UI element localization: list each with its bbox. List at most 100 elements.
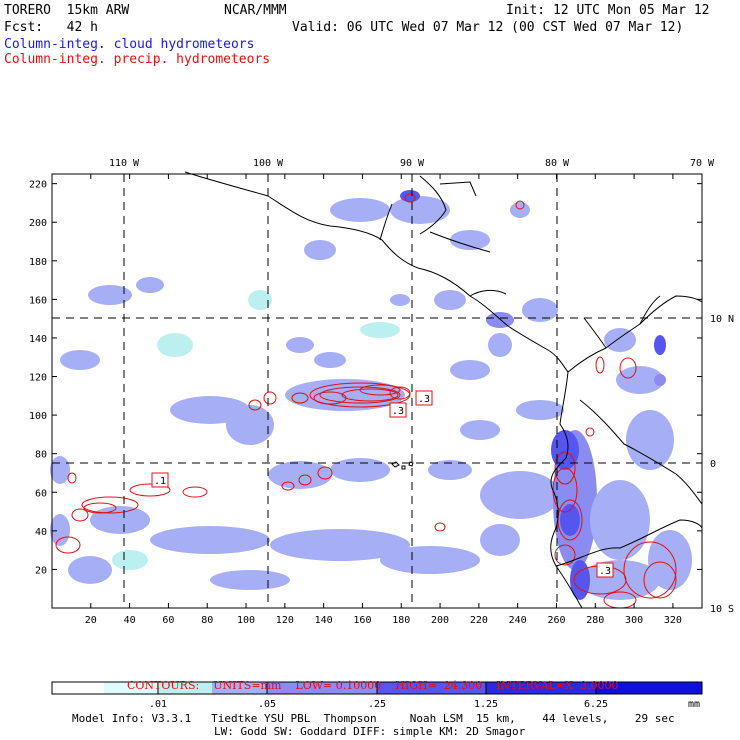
contour-label-box [151, 472, 169, 488]
map-frame [51, 173, 703, 609]
field-precip-label: Column-integ. precip. hydrometeors [4, 52, 271, 67]
cloud-area [390, 294, 410, 306]
contour-low: LOW= 0.10000 [295, 679, 382, 692]
y-tick-label: 80 [35, 450, 47, 461]
colorbar-segment [377, 682, 486, 694]
precip-contour [317, 466, 333, 480]
longitude-label: 100 W [253, 158, 284, 169]
cloud-area [210, 570, 290, 590]
cloud-area [380, 546, 480, 574]
cloud-area [516, 400, 564, 420]
y-tick-label: 220 [29, 180, 47, 191]
longitude-labels: 110 W 100 W 90 W 80 W 70 W [109, 158, 715, 169]
precip-contour [554, 544, 576, 566]
field-cloud-label: Column-integ. cloud hydrometeors [4, 37, 255, 52]
precip-contour [319, 386, 401, 404]
precip-contour [83, 502, 117, 514]
longitude-label: 70 W [690, 158, 715, 169]
cloud-area [136, 277, 164, 293]
precip-contour [434, 522, 446, 532]
precip-contour [67, 472, 77, 484]
precip-contour [313, 391, 347, 405]
cloud-area [486, 312, 514, 328]
precip-contour [281, 481, 295, 491]
cloud-area [157, 333, 193, 357]
cloud-area [560, 504, 580, 536]
cloud-area [226, 405, 274, 445]
model-title: TORERO 15km ARW [4, 3, 130, 18]
precip-contour [389, 386, 411, 400]
x-axis-ticks: 20 40 60 80 100 120 140 160 180 200 220 240 260 280 30… [85, 174, 682, 626]
cloud-area [480, 524, 520, 556]
init-time: Init: 12 UTC Mon 05 Mar 12 [506, 3, 710, 18]
y-tick-label: 180 [29, 257, 47, 268]
y-tick-label: 200 [29, 218, 47, 229]
cloud-area [400, 190, 420, 202]
precip-contour [623, 541, 677, 599]
coastlines [184, 171, 703, 609]
precip-contour [55, 536, 81, 554]
y-tick-label: 140 [29, 334, 47, 345]
precip-contour [71, 508, 89, 522]
cloud-area [50, 514, 70, 546]
cloud-area [314, 352, 346, 368]
model-info-line1: Model Info: V3.3.1 Tiedtke YSU PBL Thomp… [72, 712, 675, 725]
y-tick-label: 160 [29, 295, 47, 306]
cloud-area [304, 240, 336, 260]
colorbar-segment [596, 682, 702, 694]
cloud-area [68, 556, 112, 584]
precip-contour [643, 561, 677, 599]
cloud-area [460, 420, 500, 440]
colorbar-label: .01 [149, 699, 167, 710]
colorbar: .01 .05 .25 1.25 6.25 mm [51, 681, 703, 710]
cloud-area [285, 379, 405, 411]
precip-contour [291, 392, 309, 404]
cloud-area [60, 350, 100, 370]
cloud-area [654, 335, 666, 355]
y-tick-label: 120 [29, 373, 47, 384]
lat-lon-grid [52, 174, 702, 608]
cloud-area [270, 529, 410, 561]
y-tick-label: 40 [35, 527, 47, 538]
x-tick-label: 60 [162, 615, 174, 626]
cloud-area [570, 560, 590, 600]
colorbar-label: .05 [258, 699, 276, 710]
cloud-area [626, 410, 674, 470]
latitude-label: 10 S [710, 604, 734, 615]
model-info-line2: LW: Godd SW: Goddard DIFF: simple KM: 2D… [214, 725, 526, 738]
precip-contour [404, 193, 416, 203]
cloud-area [390, 196, 450, 224]
x-tick-label: 300 [625, 615, 643, 626]
cloud-area [90, 506, 150, 534]
cloud-area [654, 374, 666, 386]
cloud-area [590, 480, 650, 560]
longitude-label: 90 W [400, 158, 425, 169]
cloud-area [330, 458, 390, 482]
colorbar-label: 1.25 [474, 699, 498, 710]
cloud-area [616, 366, 664, 394]
contour-label-box [596, 562, 614, 578]
y-axis-ticks: 20 40 60 80 100 120 140 160 180 200 220 [29, 180, 702, 576]
x-tick-label: 200 [431, 615, 449, 626]
precip-contour [595, 356, 605, 374]
contour-interval: INTERVAL=X 3.0000 [496, 679, 619, 692]
cloud-area [248, 290, 272, 310]
colorbar-segment [267, 682, 377, 694]
x-tick-label: 120 [276, 615, 294, 626]
x-tick-label: 260 [547, 615, 565, 626]
precip-contour [359, 384, 401, 396]
colorbar-segment [52, 682, 104, 694]
latitude-label: 10 N [710, 314, 734, 325]
longitude-label: 110 W [109, 158, 140, 169]
cloud-area [150, 526, 270, 554]
x-tick-label: 180 [392, 615, 410, 626]
y-tick-label: 20 [35, 565, 47, 576]
precip-contour [129, 483, 171, 497]
precip-contour [298, 474, 312, 486]
contour-label-text: .3 [599, 566, 611, 577]
colorbar-unit: mm [688, 699, 700, 710]
x-tick-label: 40 [124, 615, 136, 626]
colorbar-label: .25 [368, 699, 386, 710]
x-tick-label: 280 [586, 615, 604, 626]
